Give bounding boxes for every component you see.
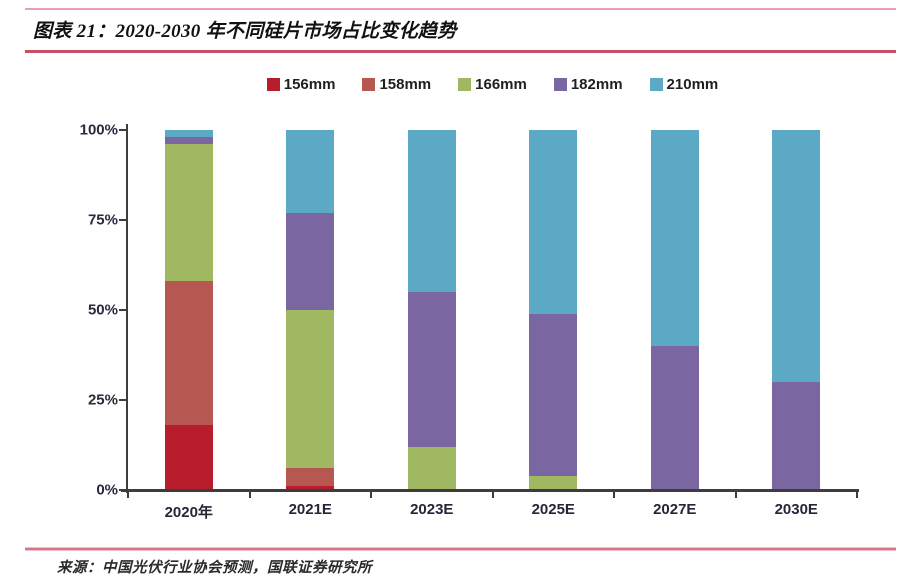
- stacked-bar: [407, 130, 456, 490]
- y-axis-tick: [119, 489, 126, 491]
- stacked-bar: [529, 130, 578, 490]
- bar-segment-210mm: [286, 130, 335, 213]
- bar-segment-182mm: [164, 137, 213, 145]
- bar-column-2023E: [371, 130, 493, 490]
- bar-segment-182mm: [772, 382, 821, 490]
- bar-segment-166mm: [286, 310, 335, 469]
- y-axis-tick: [119, 309, 126, 311]
- bar-segment-166mm: [164, 144, 213, 282]
- bar-column-2030E: [736, 130, 858, 490]
- x-tick-label: 2020年: [164, 504, 213, 521]
- source-text: 来源：中国光伏行业协会预测，国联证券研究所: [57, 560, 372, 576]
- y-axis-tick: [119, 219, 126, 221]
- y-axis-line: [126, 124, 128, 493]
- x-axis-tick: [856, 492, 858, 498]
- legend-item-156mm: 156mm: [266, 76, 336, 93]
- legend-label: 182mm: [570, 76, 623, 93]
- title-divider-line: [25, 50, 896, 53]
- bar-segment-166mm: [529, 475, 578, 490]
- y-axis-labels: 0% 25% 50% 75% 100%: [30, 122, 118, 499]
- bar-column-2021E: [250, 130, 372, 490]
- stacked-bar: [650, 130, 699, 490]
- y-axis-tick: [119, 399, 126, 401]
- y-tick-label: 50%: [87, 301, 118, 319]
- bar-segment-156mm: [286, 486, 335, 490]
- bar-column-2020年: [128, 130, 250, 490]
- x-axis-line: [121, 489, 859, 492]
- bar-columns: [128, 130, 857, 490]
- bar-segment-156mm: [164, 425, 213, 490]
- x-axis-tick: [613, 492, 615, 498]
- x-axis-tick: [127, 492, 129, 498]
- bar-segment-210mm: [650, 130, 699, 346]
- legend-item-166mm: 166mm: [458, 76, 527, 93]
- x-tick-label: 2021E: [288, 501, 332, 518]
- x-axis-tick: [734, 492, 737, 498]
- legend-swatch-icon: [266, 78, 280, 91]
- bar-segment-158mm: [164, 281, 213, 426]
- bar-segment-210mm: [407, 130, 456, 293]
- bar-segment-182mm: [286, 212, 335, 311]
- legend-swatch-icon: [362, 78, 376, 91]
- bar-segment-210mm: [529, 130, 578, 314]
- y-axis-tick: [119, 129, 126, 131]
- bar-segment-182mm: [529, 313, 578, 476]
- top-divider-line: [25, 8, 896, 10]
- bar-column-2027E: [614, 130, 736, 490]
- legend-item-210mm: 210mm: [649, 76, 719, 93]
- bar-segment-166mm: [407, 446, 456, 490]
- stacked-bar: [286, 130, 335, 490]
- bar-segment-182mm: [650, 346, 699, 490]
- legend-label: 210mm: [666, 76, 719, 93]
- x-axis-labels: 2020年 2021E 2023E 2025E 2027E 2030E: [128, 501, 857, 522]
- stacked-bar: [164, 130, 213, 490]
- y-tick-label: 25%: [87, 391, 118, 409]
- bar-segment-158mm: [286, 468, 335, 487]
- x-tick-label: 2025E: [531, 501, 575, 518]
- bar-segment-182mm: [407, 292, 456, 447]
- source-divider-line: [25, 548, 896, 550]
- stacked-bar: [772, 130, 821, 490]
- plot-area: [119, 124, 859, 498]
- legend-swatch-icon: [553, 78, 567, 91]
- y-tick-label: 75%: [87, 211, 118, 229]
- legend-swatch-icon: [458, 78, 472, 91]
- x-axis-tick: [370, 492, 372, 498]
- y-tick-label: 0%: [96, 481, 118, 499]
- bar-segment-210mm: [164, 130, 213, 138]
- legend-label: 156mm: [283, 76, 336, 93]
- x-tick-label: 2023E: [410, 501, 454, 518]
- x-tick-label: 2030E: [774, 501, 818, 518]
- x-axis-tick: [491, 492, 494, 498]
- legend-item-182mm: 182mm: [553, 76, 623, 93]
- legend-label: 166mm: [475, 76, 527, 93]
- y-tick-label: 100%: [79, 121, 118, 139]
- bar-segment-210mm: [772, 130, 821, 382]
- legend-swatch-icon: [649, 78, 663, 91]
- bar-column-2025E: [493, 130, 615, 490]
- chart-legend: 156mm 158mm 166mm 182mm 210mm: [128, 76, 857, 93]
- legend-item-158mm: 158mm: [362, 76, 431, 93]
- x-tick-label: 2027E: [653, 501, 697, 518]
- x-axis-tick: [248, 492, 251, 498]
- chart-title: 图表 21：2020-2030 年不同硅片市场占比变化趋势: [33, 21, 457, 42]
- legend-label: 158mm: [379, 76, 432, 93]
